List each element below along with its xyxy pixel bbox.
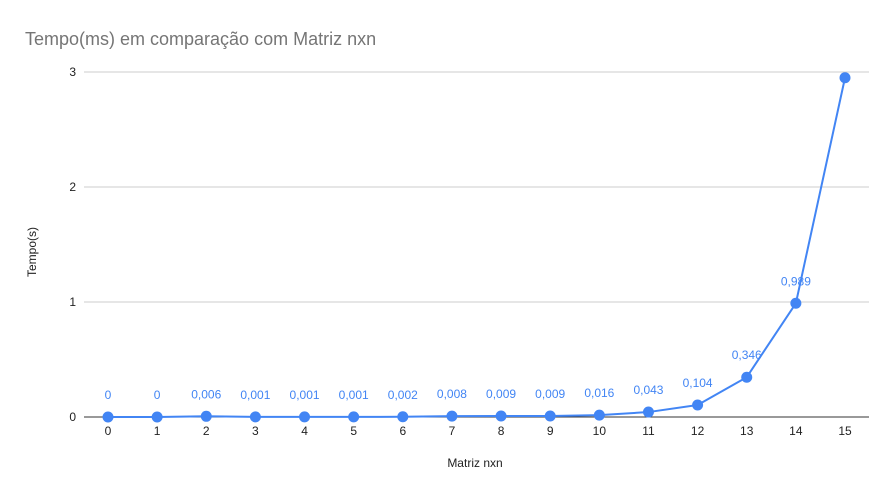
data-label: 0,001 [290,388,320,402]
x-tick-label: 5 [350,424,357,438]
data-point [249,411,261,423]
x-tick-label: 9 [547,424,554,438]
series-path [108,77,846,418]
data-point [741,371,753,383]
x-tick-label: 13 [740,424,754,438]
x-tick-label: 2 [203,424,210,438]
data-label: 0,104 [683,376,713,390]
y-tick-label: 3 [69,65,76,79]
x-tick-label: 3 [252,424,259,438]
data-point [102,411,114,423]
data-point [495,410,507,422]
data-points [102,72,851,423]
gridlines [84,71,869,418]
data-label: 0,009 [535,387,565,401]
series-line [108,77,846,418]
data-label: 0,001 [240,388,270,402]
data-point [790,297,802,309]
data-point [692,399,704,411]
x-tick-label: 12 [691,424,705,438]
data-labels: 0 0 0,006 0,001 0,001 0,001 0,002 0,008 0,009 0,0… [105,274,812,402]
data-point [348,411,360,423]
x-axis-ticks: 0 1 2 3 4 5 6 7 8 9 10 11 12 13 14 15 [105,424,852,438]
data-label: 0,006 [191,387,221,401]
x-tick-label: 14 [789,424,803,438]
data-label: 0,989 [781,274,811,288]
data-point [397,411,409,423]
x-tick-label: 8 [498,424,505,438]
data-label: 0,008 [437,387,467,401]
data-label: 0,001 [339,388,369,402]
x-tick-label: 6 [399,424,406,438]
x-tick-label: 1 [154,424,161,438]
y-tick-label: 2 [69,180,76,194]
data-label: 0,009 [486,387,516,401]
data-point [446,410,458,422]
data-label: 0 [154,388,161,402]
y-axis-label: Tempo(s) [25,227,39,277]
data-point [200,410,212,422]
x-tick-label: 11 [642,424,655,438]
data-point [839,72,851,84]
data-point [544,410,556,422]
x-tick-label: 15 [838,424,852,438]
data-label: 0,016 [584,386,614,400]
data-point [642,406,654,418]
data-label: 0,043 [633,383,663,397]
x-tick-label: 0 [105,424,112,438]
y-tick-label: 1 [69,295,76,309]
data-label: 0,002 [388,388,418,402]
data-point [593,409,605,421]
y-axis-ticks: 0 1 2 3 [69,65,76,424]
data-point [299,411,311,423]
chart-title: Tempo(ms) em comparação com Matriz nxn [25,29,376,49]
y-tick-label: 0 [69,410,76,424]
x-tick-label: 10 [593,424,607,438]
x-tick-label: 4 [301,424,308,438]
x-tick-label: 7 [449,424,456,438]
data-label: 0,346 [732,348,762,362]
data-point [151,411,163,423]
data-label: 0 [105,388,112,402]
x-axis-label: Matriz nxn [447,456,502,470]
